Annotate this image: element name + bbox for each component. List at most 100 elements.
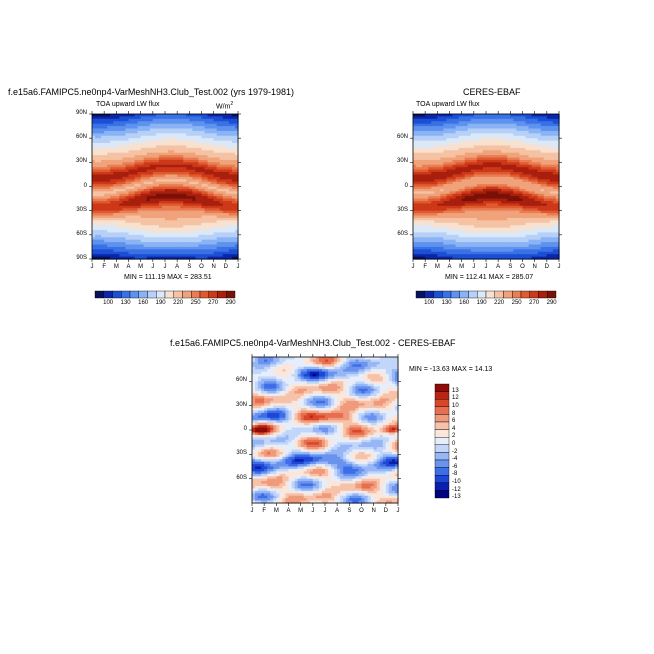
panel1-cell: [158, 242, 163, 246]
panel1-cell: [92, 232, 96, 236]
panel1-cell: [234, 230, 239, 234]
panel1-cell: [180, 186, 184, 190]
panel2-cell: [452, 128, 457, 132]
panel2-cell: [510, 237, 514, 241]
panel2-cell: [428, 118, 432, 122]
panel1-cell: [137, 164, 142, 168]
panel1-cell: [210, 172, 215, 176]
panel2-cell: [507, 225, 511, 229]
panel1-cell: [231, 188, 236, 192]
panel2-cell: [507, 242, 511, 246]
panel2-cell: [413, 251, 417, 255]
panel2-cell: [413, 203, 417, 207]
panel1-cell: [95, 251, 99, 255]
panel1-cell: [149, 126, 154, 130]
panel1-cell: [216, 172, 221, 176]
panel1-cell: [107, 133, 111, 137]
panel2-cell: [452, 114, 457, 118]
panel2-cell: [425, 121, 429, 125]
panel2-cell: [486, 164, 490, 168]
panel2-cell: [449, 138, 454, 142]
panel2-cell: [464, 135, 469, 139]
panel2-cell: [434, 184, 438, 188]
panel2-cell: [431, 176, 435, 180]
panel1-cell: [228, 220, 233, 224]
panel2-cell: [443, 123, 448, 127]
panel1-cell: [234, 138, 239, 142]
panel2-cell: [428, 227, 432, 231]
panel1-cell: [174, 126, 178, 130]
panel1-cell: [234, 222, 239, 226]
panel1-cell: [189, 186, 193, 190]
panel1-cell: [231, 130, 236, 134]
panel1-cell: [171, 191, 175, 195]
panel2-cell: [495, 169, 499, 173]
panel2-cell: [440, 242, 445, 246]
panel2-cell: [476, 213, 481, 217]
panel1-cell: [107, 130, 111, 134]
panel1-cell: [140, 176, 145, 180]
panel1-cell: [225, 251, 230, 255]
panel2-cell: [467, 167, 472, 171]
panel1-cell: [228, 242, 233, 246]
panel1-cell: [125, 184, 130, 188]
panel1-cell: [213, 159, 218, 163]
panel2-cell: [437, 227, 441, 231]
panel2-cell: [416, 188, 420, 192]
panel2-cell: [492, 152, 496, 156]
panel1-cell: [177, 198, 181, 202]
panel2-cell: [510, 116, 514, 120]
panel1-cell: [98, 128, 102, 132]
panel2-cell: [482, 121, 487, 125]
panel1-cell: [152, 155, 157, 159]
panel2-cell: [516, 114, 521, 118]
panel2-cell: [413, 164, 417, 168]
panel2-cell: [473, 143, 478, 147]
panel2-cell: [501, 174, 505, 178]
panel1-cell: [174, 239, 178, 243]
panel1-cell: [186, 152, 190, 156]
panel1-cell: [128, 140, 133, 144]
panel2-cell: [458, 128, 463, 132]
panel2-cell: [428, 130, 432, 134]
panel1-cell: [234, 227, 239, 231]
panel2-cell: [498, 150, 502, 154]
panel2-cell: [513, 210, 518, 214]
panel1-cell: [161, 237, 166, 241]
panel1-cell: [177, 145, 181, 149]
panel1-cell: [140, 157, 145, 161]
panel1-cell: [216, 222, 221, 226]
panel1-cell: [204, 135, 209, 139]
panel2-cell: [437, 191, 441, 195]
panel1-cell: [171, 162, 175, 166]
panel1-cell: [113, 256, 117, 260]
panel1-cell: [216, 220, 221, 224]
panel1-cell: [116, 239, 120, 243]
panel1-cell: [140, 213, 145, 217]
panel1-cell: [134, 145, 139, 149]
panel2-cell: [504, 121, 508, 125]
panel1-cell: [95, 234, 99, 238]
panel2-cell: [422, 256, 426, 260]
panel2-cell: [504, 244, 508, 248]
panel1-cell: [128, 203, 133, 207]
panel1-cell: [195, 254, 200, 258]
panel2-cell: [510, 251, 514, 255]
panel2-cell: [486, 167, 490, 171]
panel1-cell: [134, 249, 139, 253]
panel1-cell: [125, 133, 130, 137]
panel1-cell: [180, 121, 184, 125]
panel1-cell: [101, 201, 105, 205]
panel1-cell: [213, 198, 218, 202]
panel2-cell: [425, 201, 429, 205]
panel1-cell: [198, 147, 203, 151]
panel1-cell: [98, 155, 102, 159]
panel2-cell: [513, 167, 518, 171]
panel1-cell: [234, 210, 239, 214]
panel2-cell: [413, 126, 417, 130]
panel2-cell: [422, 186, 426, 190]
panel2-cell: [419, 222, 423, 226]
panel1-cell: [116, 220, 120, 224]
panel1-cell: [207, 188, 212, 192]
panel1-cell: [186, 181, 190, 185]
